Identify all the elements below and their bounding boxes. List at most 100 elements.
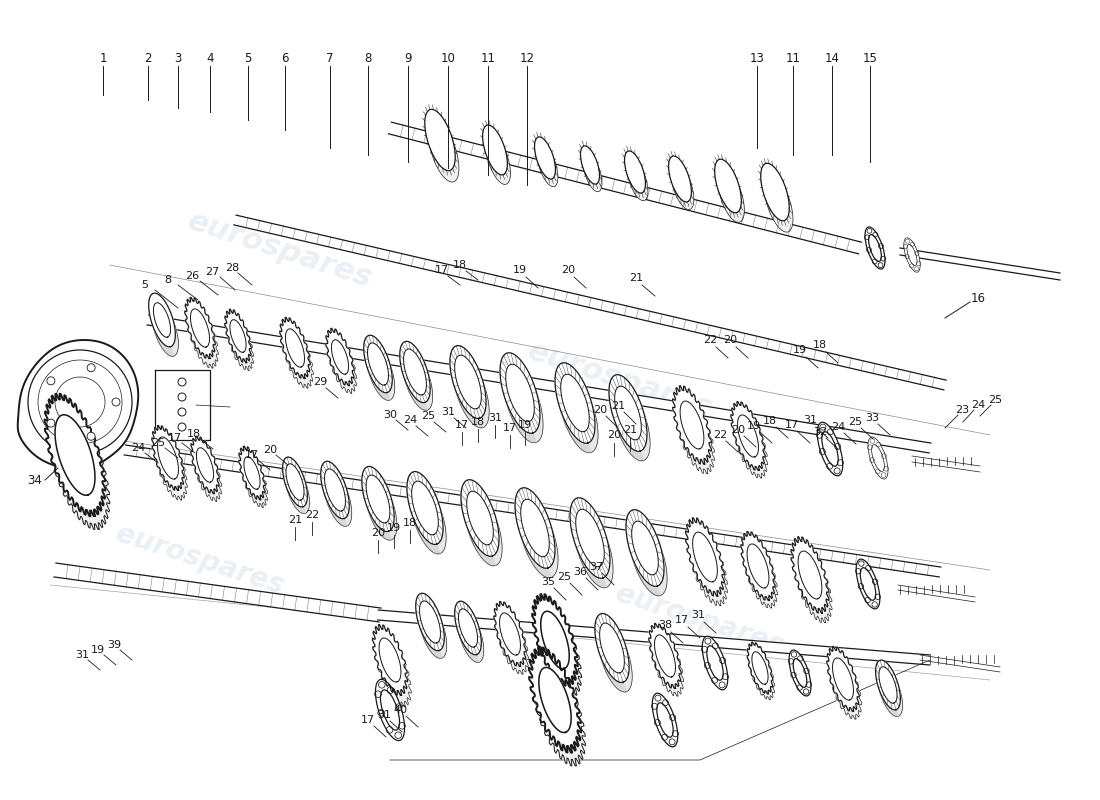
Text: 24: 24 xyxy=(971,400,986,410)
Text: eurospares: eurospares xyxy=(524,337,716,423)
Polygon shape xyxy=(654,635,675,677)
Text: 18: 18 xyxy=(403,518,417,528)
Text: eurospares: eurospares xyxy=(184,206,376,294)
Polygon shape xyxy=(459,609,477,647)
Polygon shape xyxy=(323,469,352,526)
Text: 31: 31 xyxy=(75,650,89,660)
Ellipse shape xyxy=(375,679,405,741)
Polygon shape xyxy=(631,521,658,575)
Ellipse shape xyxy=(671,164,694,210)
Text: eurospares: eurospares xyxy=(112,519,288,601)
Polygon shape xyxy=(190,438,217,502)
Polygon shape xyxy=(791,538,825,622)
Polygon shape xyxy=(403,349,432,410)
Text: 17: 17 xyxy=(503,423,517,433)
Polygon shape xyxy=(466,491,493,545)
Polygon shape xyxy=(461,481,495,566)
Polygon shape xyxy=(54,563,381,622)
Polygon shape xyxy=(153,302,170,338)
Polygon shape xyxy=(575,510,604,566)
Polygon shape xyxy=(185,298,216,358)
Polygon shape xyxy=(416,594,442,658)
Text: 18: 18 xyxy=(187,429,201,439)
Text: 17: 17 xyxy=(245,450,260,460)
Polygon shape xyxy=(500,353,540,434)
Text: 40: 40 xyxy=(393,705,407,715)
Text: 35: 35 xyxy=(541,577,556,587)
Text: 17: 17 xyxy=(361,715,375,725)
Text: 27: 27 xyxy=(205,267,219,277)
Polygon shape xyxy=(454,602,480,662)
Polygon shape xyxy=(615,386,641,440)
Text: 18: 18 xyxy=(813,340,827,350)
Polygon shape xyxy=(734,409,768,478)
Polygon shape xyxy=(827,649,856,719)
Polygon shape xyxy=(454,601,482,655)
Text: 11: 11 xyxy=(785,51,801,65)
Polygon shape xyxy=(45,394,106,516)
Text: 17: 17 xyxy=(675,615,689,625)
Polygon shape xyxy=(152,426,184,490)
Ellipse shape xyxy=(869,234,881,262)
Polygon shape xyxy=(618,396,645,450)
Ellipse shape xyxy=(856,559,880,609)
Ellipse shape xyxy=(583,154,602,192)
Polygon shape xyxy=(410,481,447,554)
Text: 2: 2 xyxy=(144,51,152,65)
Text: 15: 15 xyxy=(862,51,878,65)
Polygon shape xyxy=(283,457,307,507)
Polygon shape xyxy=(373,626,405,707)
Polygon shape xyxy=(570,499,606,588)
Polygon shape xyxy=(224,311,249,370)
Polygon shape xyxy=(422,609,443,650)
Text: 17: 17 xyxy=(168,433,183,443)
Text: 25: 25 xyxy=(421,411,436,421)
Polygon shape xyxy=(520,499,549,557)
Text: 20: 20 xyxy=(723,335,737,345)
Polygon shape xyxy=(612,384,650,461)
Text: 13: 13 xyxy=(749,51,764,65)
Polygon shape xyxy=(649,626,678,696)
Polygon shape xyxy=(327,477,348,518)
Ellipse shape xyxy=(425,110,455,170)
Polygon shape xyxy=(404,349,427,395)
Polygon shape xyxy=(693,532,717,582)
Text: 18: 18 xyxy=(471,417,485,427)
Text: 31: 31 xyxy=(441,407,455,417)
Polygon shape xyxy=(239,448,263,507)
Polygon shape xyxy=(450,347,483,428)
Text: 25: 25 xyxy=(151,438,165,448)
Text: 19: 19 xyxy=(91,645,106,655)
Text: 8: 8 xyxy=(164,275,172,285)
Polygon shape xyxy=(494,602,526,666)
Polygon shape xyxy=(570,498,611,578)
Polygon shape xyxy=(366,475,389,523)
Polygon shape xyxy=(416,594,444,650)
Polygon shape xyxy=(879,667,896,703)
Ellipse shape xyxy=(657,702,673,738)
Polygon shape xyxy=(45,396,99,530)
Polygon shape xyxy=(749,648,774,699)
Circle shape xyxy=(47,377,55,385)
Text: 17: 17 xyxy=(785,420,799,430)
Polygon shape xyxy=(876,661,899,717)
Polygon shape xyxy=(411,481,438,535)
Polygon shape xyxy=(286,464,304,500)
Text: 19: 19 xyxy=(747,421,761,431)
Polygon shape xyxy=(368,484,393,531)
Ellipse shape xyxy=(761,163,790,221)
Polygon shape xyxy=(600,623,625,673)
Ellipse shape xyxy=(702,636,728,690)
Polygon shape xyxy=(833,658,854,700)
Polygon shape xyxy=(279,319,308,388)
Ellipse shape xyxy=(429,121,459,182)
Polygon shape xyxy=(190,436,219,494)
Polygon shape xyxy=(364,335,393,393)
Text: 16: 16 xyxy=(970,291,986,305)
Ellipse shape xyxy=(486,134,510,185)
Text: 24: 24 xyxy=(830,422,845,432)
Polygon shape xyxy=(730,403,761,478)
Polygon shape xyxy=(744,539,778,608)
Polygon shape xyxy=(556,362,595,443)
Text: 24: 24 xyxy=(403,415,417,425)
